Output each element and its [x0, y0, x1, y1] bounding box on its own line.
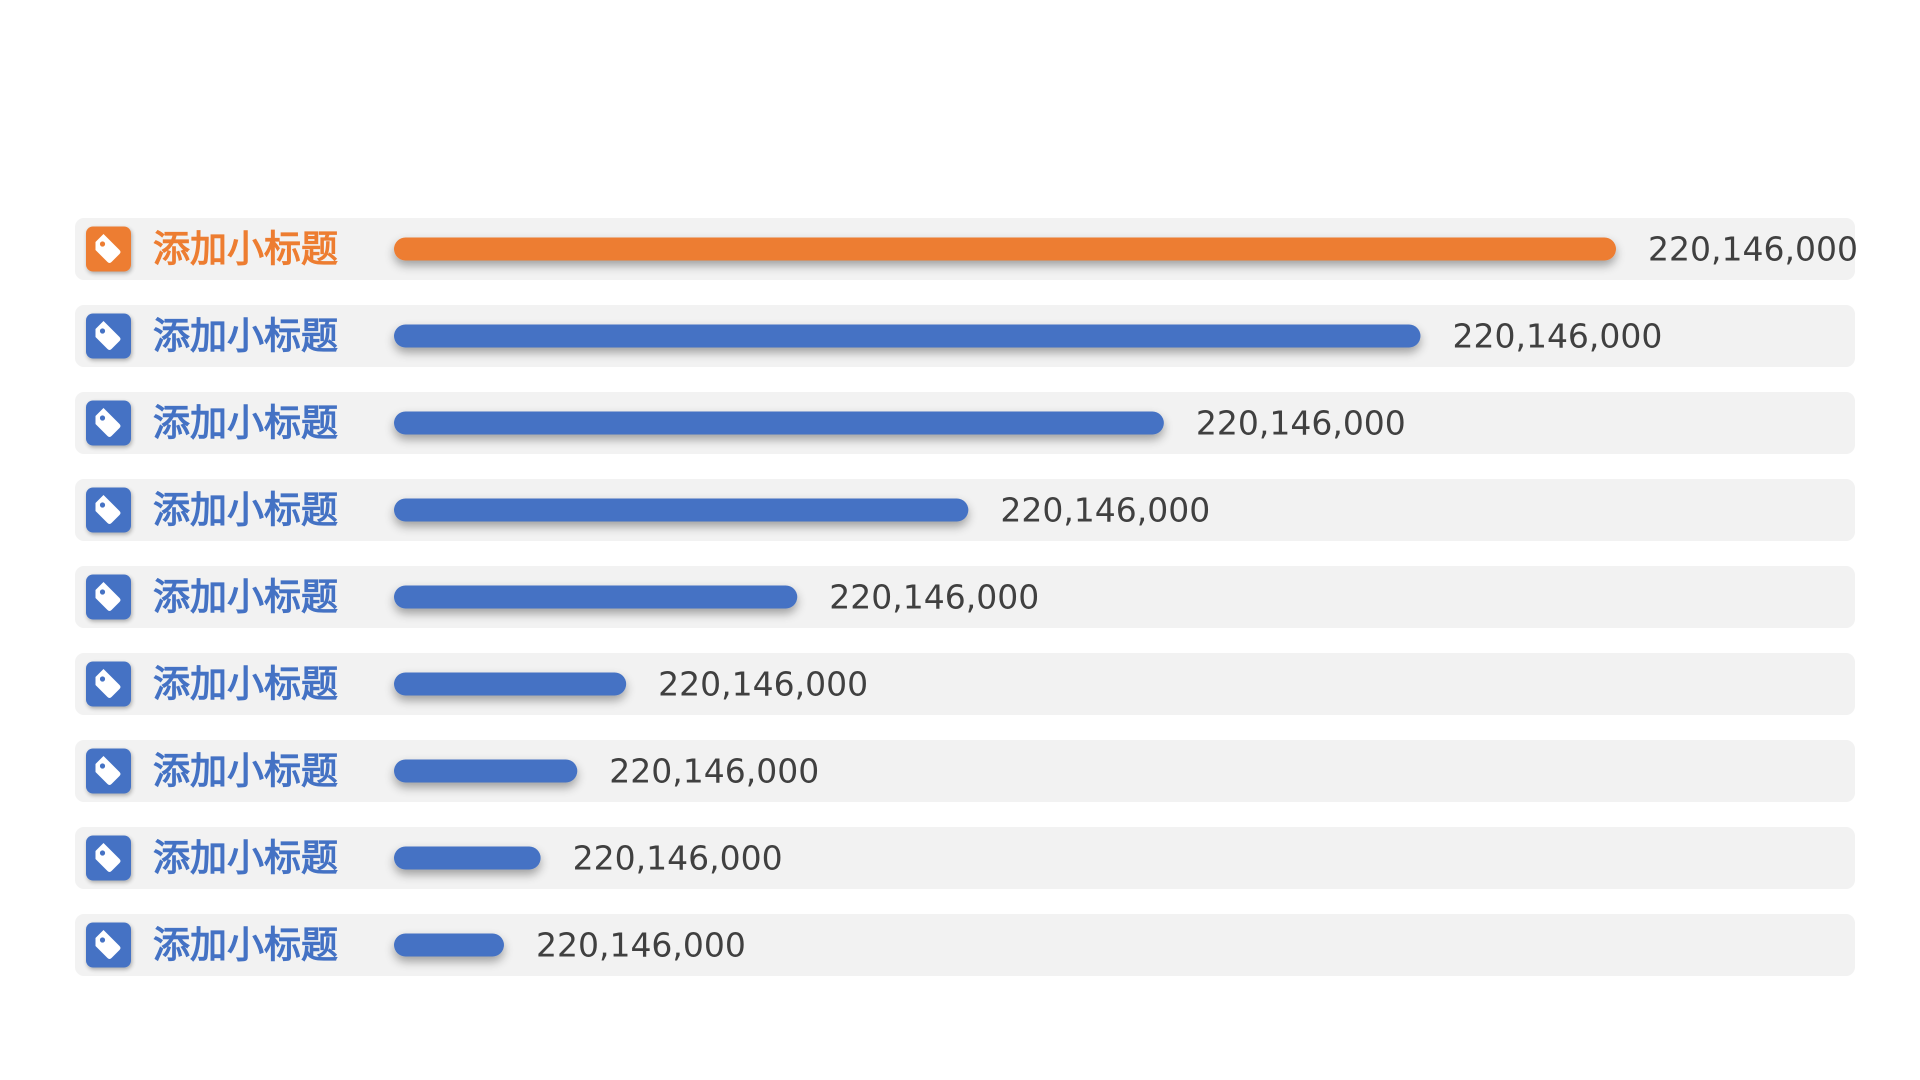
bar-row: 添加小标题 220,146,000	[75, 914, 1855, 976]
bar	[394, 237, 1616, 261]
value-label: 220,146,000	[1452, 317, 1662, 356]
tag-icon	[86, 835, 131, 881]
category-label: 添加小标题	[153, 489, 338, 532]
bar-row: 添加小标题 220,146,000	[75, 479, 1855, 541]
tag-icon	[86, 226, 131, 272]
bar-row: 添加小标题 220,146,000	[75, 392, 1855, 454]
bar	[394, 759, 578, 783]
value-label: 220,146,000	[829, 578, 1039, 617]
bar	[394, 846, 541, 870]
bar-row: 添加小标题 220,146,000	[75, 827, 1855, 889]
bar	[394, 411, 1164, 435]
bar	[394, 933, 504, 957]
category-label: 添加小标题	[153, 924, 338, 967]
bar	[394, 585, 798, 609]
tag-icon	[86, 400, 131, 446]
category-label: 添加小标题	[153, 663, 338, 706]
tag-icon	[86, 487, 131, 533]
row-background	[75, 740, 1855, 802]
bar	[394, 324, 1421, 348]
tag-icon	[86, 574, 131, 620]
bar-row: 添加小标题 220,146,000	[75, 305, 1855, 367]
value-label: 220,146,000	[536, 926, 746, 965]
bar	[394, 672, 627, 696]
value-label: 220,146,000	[1000, 491, 1210, 530]
value-label: 220,146,000	[1196, 404, 1406, 443]
tag-icon	[86, 661, 131, 707]
bar-row: 添加小标题 220,146,000	[75, 740, 1855, 802]
category-label: 添加小标题	[153, 750, 338, 793]
tag-icon	[86, 748, 131, 794]
bar	[394, 498, 969, 522]
row-background	[75, 566, 1855, 628]
tag-icon	[86, 313, 131, 359]
category-label: 添加小标题	[153, 837, 338, 880]
category-label: 添加小标题	[153, 402, 338, 445]
value-label: 220,146,000	[658, 665, 868, 704]
category-label: 添加小标题	[153, 315, 338, 358]
value-label: 220,146,000	[609, 752, 819, 791]
row-background	[75, 653, 1855, 715]
category-label: 添加小标题	[153, 228, 338, 271]
row-background	[75, 914, 1855, 976]
bar-row: 添加小标题 220,146,000	[75, 653, 1855, 715]
category-label: 添加小标题	[153, 576, 338, 619]
bar-row: 添加小标题 220,146,000	[75, 566, 1855, 628]
value-label: 220,146,000	[1648, 230, 1858, 269]
row-background	[75, 827, 1855, 889]
tag-icon	[86, 922, 131, 968]
value-label: 220,146,000	[573, 839, 783, 878]
bar-row: 添加小标题 220,146,000	[75, 218, 1858, 280]
